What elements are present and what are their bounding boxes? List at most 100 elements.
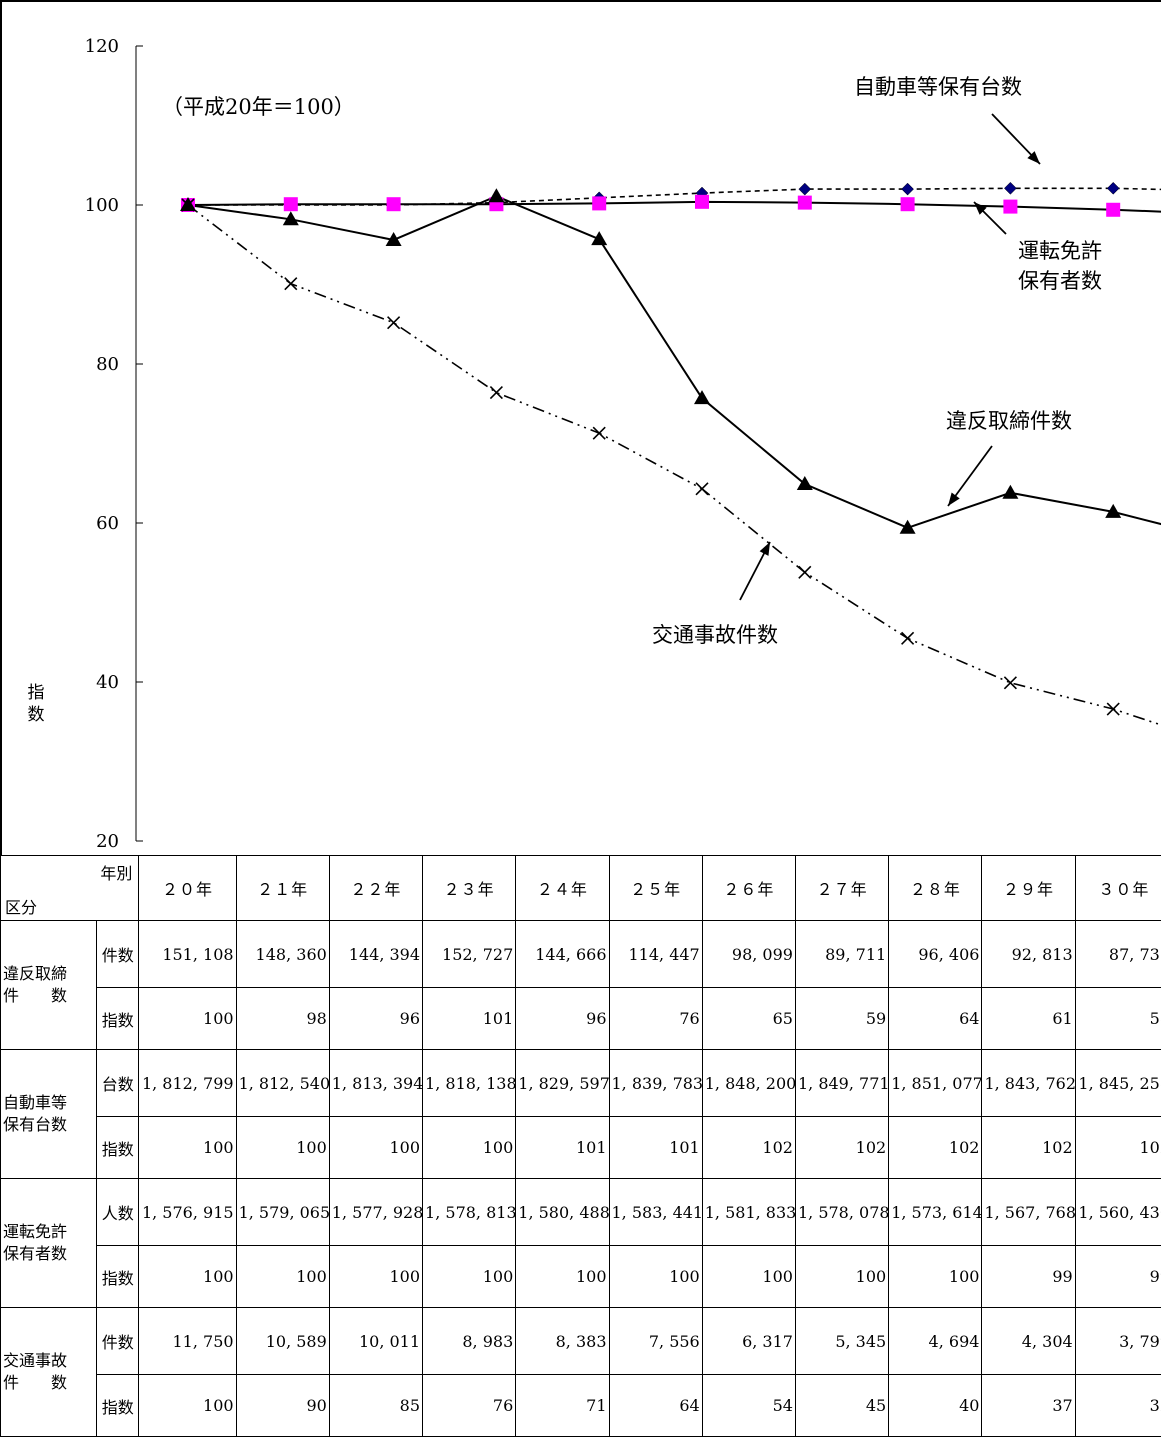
data-table: 年別 区分 ２０年 ２１年 ２２年 ２３年 ２４年 ２５年 ２６年 ２７年 ２８年 ２９年 ３０年 違反取… xyxy=(0,855,1161,1437)
marker-cross xyxy=(592,426,606,440)
table-cell-value: 102 xyxy=(981,1116,1076,1179)
marker-square xyxy=(900,197,915,212)
table-cell-value: 100 xyxy=(235,1116,330,1179)
table-sub-label: 指数 xyxy=(96,1245,140,1308)
table-cell-value: 96 xyxy=(515,987,610,1050)
table-cell-value: 7, 556 xyxy=(608,1307,703,1375)
marker-cross xyxy=(901,631,915,645)
marker-square xyxy=(797,195,812,210)
table-cell-value: 144, 394 xyxy=(328,920,424,988)
table-cell-value: 99 xyxy=(981,1245,1076,1308)
marker-triangle xyxy=(796,476,813,491)
marker-triangle xyxy=(385,231,402,246)
table-group-label: 運転免許 保有者数 xyxy=(0,1178,98,1308)
y-tick-label: 40 xyxy=(96,672,119,693)
marker-triangle xyxy=(899,519,916,534)
y-axis-label-char: 指 xyxy=(28,683,45,703)
table-cell-value: 102 xyxy=(794,1116,890,1179)
corner-label-year: 年別 xyxy=(100,864,133,883)
table-cell-value: 1, 573, 614 xyxy=(888,1178,983,1246)
table-cell-value: 1, 849, 771 xyxy=(794,1049,890,1117)
marker-cross xyxy=(1106,702,1120,716)
table-cell-value: 102 xyxy=(1074,1116,1161,1179)
marker-square xyxy=(1003,199,1018,214)
table-year-header: ２０年 xyxy=(138,855,237,921)
table-year-header: ２６年 xyxy=(701,855,796,921)
table-group-label: 自動車等 保有台数 xyxy=(0,1049,98,1179)
y-tick-label: 120 xyxy=(85,36,119,57)
arrow-violations-head xyxy=(948,492,960,506)
group-label-line2: 件 数 xyxy=(3,1373,68,1392)
y-tick-label: 100 xyxy=(85,195,119,216)
table-year-header: ２４年 xyxy=(515,855,610,921)
table-cell-value: 96, 406 xyxy=(888,920,983,988)
table-cell-value: 1, 567, 768 xyxy=(981,1178,1076,1246)
table-sub-label: 指数 xyxy=(96,1116,140,1179)
table-cell-value: 11, 750 xyxy=(138,1307,237,1375)
table-corner-cell: 年別 区分 xyxy=(0,855,140,921)
marker-diamond xyxy=(901,182,914,196)
table-cell-value: 45 xyxy=(794,1374,890,1437)
base-note: （平成20年＝100） xyxy=(162,95,355,119)
table-cell-value: 100 xyxy=(515,1245,610,1308)
table-cell-value: 37 xyxy=(981,1374,1076,1437)
table-cell-value: 1, 580, 488 xyxy=(515,1178,610,1246)
table-cell-value: 98 xyxy=(235,987,330,1050)
table-cell-value: 87, 731 xyxy=(1074,920,1161,988)
table-cell-value: 1, 839, 783 xyxy=(608,1049,703,1117)
table-cell-value: 100 xyxy=(138,1374,237,1437)
marker-square xyxy=(1106,202,1121,217)
chart-area: 20 40 60 80 100 120 指数 （平成20年＝100） 自動車等保有台数 運転免許保… xyxy=(0,0,1161,855)
table-cell-value: 114, 447 xyxy=(608,920,703,988)
table-cell-value: 3, 799 xyxy=(1074,1307,1161,1375)
table-cell-value: 5, 345 xyxy=(794,1307,890,1375)
table-year-header: ２１年 xyxy=(235,855,330,921)
table-cell-value: 151, 108 xyxy=(138,920,237,988)
group-label-line2: 保有台数 xyxy=(3,1115,68,1134)
table-cell-value: 144, 666 xyxy=(515,920,610,988)
y-axis-label-char: 数 xyxy=(28,705,45,725)
series-line xyxy=(187,195,1161,529)
table-cell-value: 1, 576, 915 xyxy=(138,1178,237,1246)
table-cell-value: 1, 578, 078 xyxy=(794,1178,890,1246)
table-year-header: ２３年 xyxy=(422,855,517,921)
table-cell-value: 65 xyxy=(701,987,796,1050)
table-cell-value: 58 xyxy=(1074,987,1161,1050)
table-cell-value: 1, 579, 065 xyxy=(235,1178,330,1246)
y-tick-label: 80 xyxy=(96,354,119,375)
marker-cross xyxy=(798,565,812,579)
table-cell-value: 100 xyxy=(138,1116,237,1179)
marker-diamond xyxy=(1004,181,1017,195)
table-cell-value: 89, 711 xyxy=(794,920,890,988)
table-row: 指数100100100100101101102102102102102 xyxy=(1,1116,1161,1179)
table-cell-value: 1, 812, 799 xyxy=(138,1049,237,1117)
table-cell-value: 1, 813, 394 xyxy=(328,1049,424,1117)
table-year-header: ２９年 xyxy=(981,855,1076,921)
table-cell-value: 100 xyxy=(138,987,237,1050)
y-tick-label: 60 xyxy=(96,513,119,534)
group-label-line2: 件 数 xyxy=(3,986,68,1005)
group-label-line2: 保有者数 xyxy=(3,1244,68,1263)
table-sub-label: 件数 xyxy=(96,920,140,988)
label-vehicles: 自動車等保有台数 xyxy=(854,75,1022,99)
table-row: 交通事故件 数件数 11, 750 10, 589 10, 011 8, 983 8, 3… xyxy=(0,1307,1161,1437)
marker-square xyxy=(592,196,607,211)
marker-triangle xyxy=(282,211,299,226)
marker-cross xyxy=(284,277,298,291)
marker-diamond xyxy=(1106,181,1120,195)
y-tick-label: 20 xyxy=(96,831,119,852)
table-cell-value: 100 xyxy=(794,1245,890,1308)
data-table-area: 年別 区分 ２０年 ２１年 ２２年 ２３年 ２４年 ２５年 ２６年 ２７年 ２８年 ２９年 ３０年 違反取… xyxy=(0,855,1161,1439)
table-header-row: 年別 区分 ２０年 ２１年 ２２年 ２３年 ２４年 ２５年 ２６年 ２７年 ２８年 ２９年 ３０年 xyxy=(0,855,1161,921)
marker-triangle xyxy=(1105,503,1122,518)
table-year-header: ２８年 xyxy=(888,855,983,921)
table-sub-label: 人数 xyxy=(96,1178,140,1246)
table-cell-value: 40 xyxy=(888,1374,983,1437)
table-sub-label: 台数 xyxy=(96,1049,140,1117)
table-cell-value: 100 xyxy=(235,1245,330,1308)
table-cell-value: 4, 694 xyxy=(888,1307,983,1375)
table-cell-value: 6, 317 xyxy=(701,1307,796,1375)
table-cell-value: 100 xyxy=(888,1245,983,1308)
table-cell-value: 100 xyxy=(608,1245,703,1308)
